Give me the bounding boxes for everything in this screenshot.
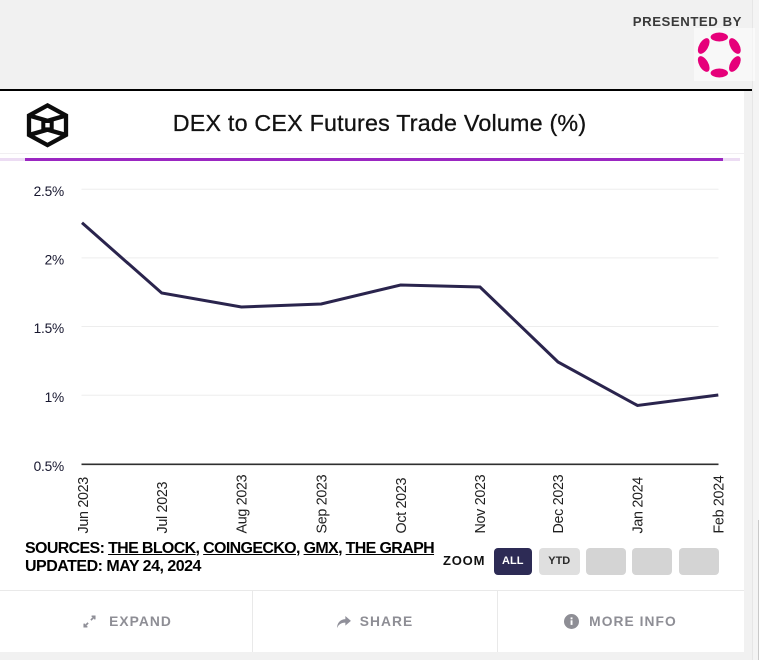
svg-text:Aug 2023: Aug 2023 xyxy=(235,474,251,533)
svg-text:0.5%: 0.5% xyxy=(34,459,64,474)
svg-text:Jun 2023: Jun 2023 xyxy=(76,477,92,534)
svg-text:1.5%: 1.5% xyxy=(34,321,64,336)
svg-text:Nov 2023: Nov 2023 xyxy=(473,474,489,533)
svg-text:Feb 2024: Feb 2024 xyxy=(712,475,728,533)
svg-text:2%: 2% xyxy=(45,253,64,268)
svg-text:1%: 1% xyxy=(45,390,64,405)
svg-text:Jul 2023: Jul 2023 xyxy=(155,481,171,533)
svg-text:Jan 2024: Jan 2024 xyxy=(631,477,647,534)
svg-text:Dec 2023: Dec 2023 xyxy=(551,474,567,533)
svg-text:Sep 2023: Sep 2023 xyxy=(314,474,330,533)
svg-text:Oct 2023: Oct 2023 xyxy=(394,478,410,534)
svg-text:2.5%: 2.5% xyxy=(34,184,64,199)
